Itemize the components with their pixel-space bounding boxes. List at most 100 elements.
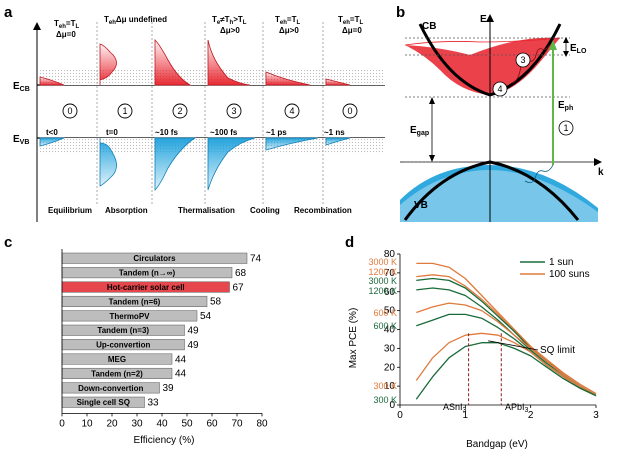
d-temp-label: 3000 K bbox=[368, 257, 397, 267]
stage-markers: 0 1 2 3 4 0 bbox=[62, 103, 358, 119]
process-thermalisation: Thermalisation bbox=[178, 206, 235, 215]
c-bar-value: 49 bbox=[188, 326, 200, 337]
stage-circle bbox=[284, 103, 300, 119]
condition-5-dmu: Δμ=0 bbox=[342, 26, 362, 35]
d-y-tick-label: 30 bbox=[384, 343, 396, 354]
c-bars: Circulators 74 Tandem (n→∞) 68 Hot-carrier s… bbox=[61, 252, 262, 409]
vb-dist-recombination bbox=[325, 137, 351, 146]
d-y-tick-label: 50 bbox=[384, 306, 396, 317]
d-series-line bbox=[416, 302, 597, 397]
stage-number: 3 bbox=[231, 106, 236, 116]
process-cooling: Cooling bbox=[250, 206, 280, 215]
c-bar-label: Tandem (n=6) bbox=[109, 297, 161, 306]
vb-dist-cooling-hot bbox=[207, 137, 256, 191]
d-marker-asni3: ASnI3 bbox=[443, 402, 467, 414]
vb-dist-absorption bbox=[99, 138, 117, 187]
c-x-tick-label: 60 bbox=[206, 418, 218, 429]
cb-dist-cooling-hot bbox=[207, 39, 251, 86]
c-bar-label: Single cell SQ bbox=[77, 398, 130, 407]
stage-time: t=0 bbox=[106, 128, 118, 137]
d-series-line bbox=[415, 332, 597, 397]
cb-label: ECB bbox=[13, 81, 30, 93]
c-bar-value: 68 bbox=[235, 268, 247, 279]
c-bar-value: 58 bbox=[210, 297, 222, 308]
d-legend-1sun: 1 sun bbox=[549, 257, 573, 268]
c-bar-label: Tandem (n=2) bbox=[91, 369, 143, 378]
c-x-tick-label: 50 bbox=[181, 418, 193, 429]
vb-dist-cooling bbox=[265, 137, 319, 151]
stage-time: ~100 fs bbox=[210, 128, 238, 137]
condition-5: Teh=TL bbox=[338, 15, 363, 26]
d-y-tick-label: 60 bbox=[384, 287, 396, 298]
b-k-axis-label: k bbox=[598, 167, 604, 178]
condition-4-dmu: Δμ>0 bbox=[279, 26, 299, 35]
cb-dist-absorption bbox=[99, 43, 117, 85]
panel-a-label: a bbox=[4, 4, 13, 21]
b-markers: 1 3 4 bbox=[492, 52, 574, 136]
d-x-tick-label: 1 bbox=[463, 410, 469, 421]
panel-b: b Egap ELO bbox=[396, 4, 604, 222]
stage-time: ~1 ns bbox=[324, 128, 345, 137]
b-cb-label: CB bbox=[422, 21, 436, 32]
d-xlabel: Bandgap (eV) bbox=[466, 439, 528, 450]
c-bar-label: Up-convertion bbox=[96, 341, 150, 350]
elo-label: ELO bbox=[570, 43, 587, 55]
stage-time: ~1 ps bbox=[266, 128, 287, 137]
d-temp-label: 1200 K bbox=[368, 267, 397, 277]
panel-d-label: d bbox=[345, 234, 354, 251]
cb-dist-cooling bbox=[265, 71, 311, 86]
cb-fill bbox=[405, 37, 560, 95]
eph-label: Eph bbox=[558, 100, 573, 112]
c-bar-value: 67 bbox=[233, 282, 245, 293]
d-temp-label: 1200 K bbox=[368, 286, 397, 296]
c-bar-label: ThermoPV bbox=[109, 312, 150, 321]
condition-3-dmu: Δμ>0 bbox=[220, 26, 240, 35]
c-x-tick-label: 0 bbox=[59, 418, 65, 429]
condition-1: TehΔμ undefined bbox=[104, 15, 167, 26]
stage-time: ~10 fs bbox=[155, 128, 178, 137]
d-y-tick-label: 0 bbox=[389, 400, 395, 411]
d-x-tick-label: 0 bbox=[397, 410, 403, 421]
b-marker-4: 4 bbox=[497, 84, 502, 94]
c-bar-label: Hot-carrier solar cell bbox=[107, 283, 185, 292]
stage-circle bbox=[226, 103, 242, 119]
d-x-tick-label: 2 bbox=[528, 410, 534, 421]
condition-labels: Teh=TL Δμ=0 TehΔμ undefined Te≠Th>TL Δμ>… bbox=[54, 15, 363, 39]
d-temp-label: 600 K bbox=[373, 308, 397, 318]
d-temp-label: 300 K bbox=[373, 395, 397, 405]
c-bar-value: 49 bbox=[188, 340, 200, 351]
stage-circle bbox=[342, 103, 358, 119]
c-x-tick-label: 40 bbox=[156, 418, 168, 429]
panel-b-label: b bbox=[396, 4, 405, 21]
cooling-path bbox=[511, 44, 551, 84]
d-y-tick-label: 40 bbox=[384, 325, 396, 336]
vb-label: EVB bbox=[13, 134, 29, 146]
c-bar-label: MEG bbox=[108, 355, 126, 364]
d-y-tick-label: 70 bbox=[384, 268, 396, 279]
b-marker-3: 3 bbox=[520, 55, 525, 65]
panel-c-label: c bbox=[4, 234, 12, 251]
stage-circle bbox=[172, 103, 188, 119]
condition-4: Teh=TL bbox=[275, 15, 300, 26]
c-axis: 0 10 20 30 40 50 60 70 80 bbox=[59, 249, 268, 429]
cb-dist-thermalisation bbox=[154, 39, 192, 86]
column-separators bbox=[96, 22, 324, 205]
cb-distributions bbox=[39, 39, 351, 86]
d-x-tick-label: 3 bbox=[593, 410, 599, 421]
d-series-line bbox=[416, 274, 597, 395]
c-x-tick-label: 20 bbox=[106, 418, 118, 429]
condition-3: Te≠Th>TL bbox=[212, 15, 247, 26]
stage-number: 2 bbox=[177, 106, 182, 116]
stage-circle bbox=[117, 103, 133, 119]
stage-number: 1 bbox=[122, 106, 127, 116]
b-marker-1: 1 bbox=[563, 123, 568, 133]
c-bar-value: 39 bbox=[163, 383, 175, 394]
stage-times: t<0 t=0 ~10 fs ~100 fs ~1 ps ~1 ns bbox=[46, 128, 345, 137]
c-bar-value: 44 bbox=[175, 369, 187, 380]
c-x-tick-label: 10 bbox=[81, 418, 93, 429]
b-k-arrow-icon bbox=[594, 158, 602, 166]
c-bar-value: 33 bbox=[148, 398, 160, 409]
d-legend-100suns: 100 suns bbox=[549, 269, 590, 280]
